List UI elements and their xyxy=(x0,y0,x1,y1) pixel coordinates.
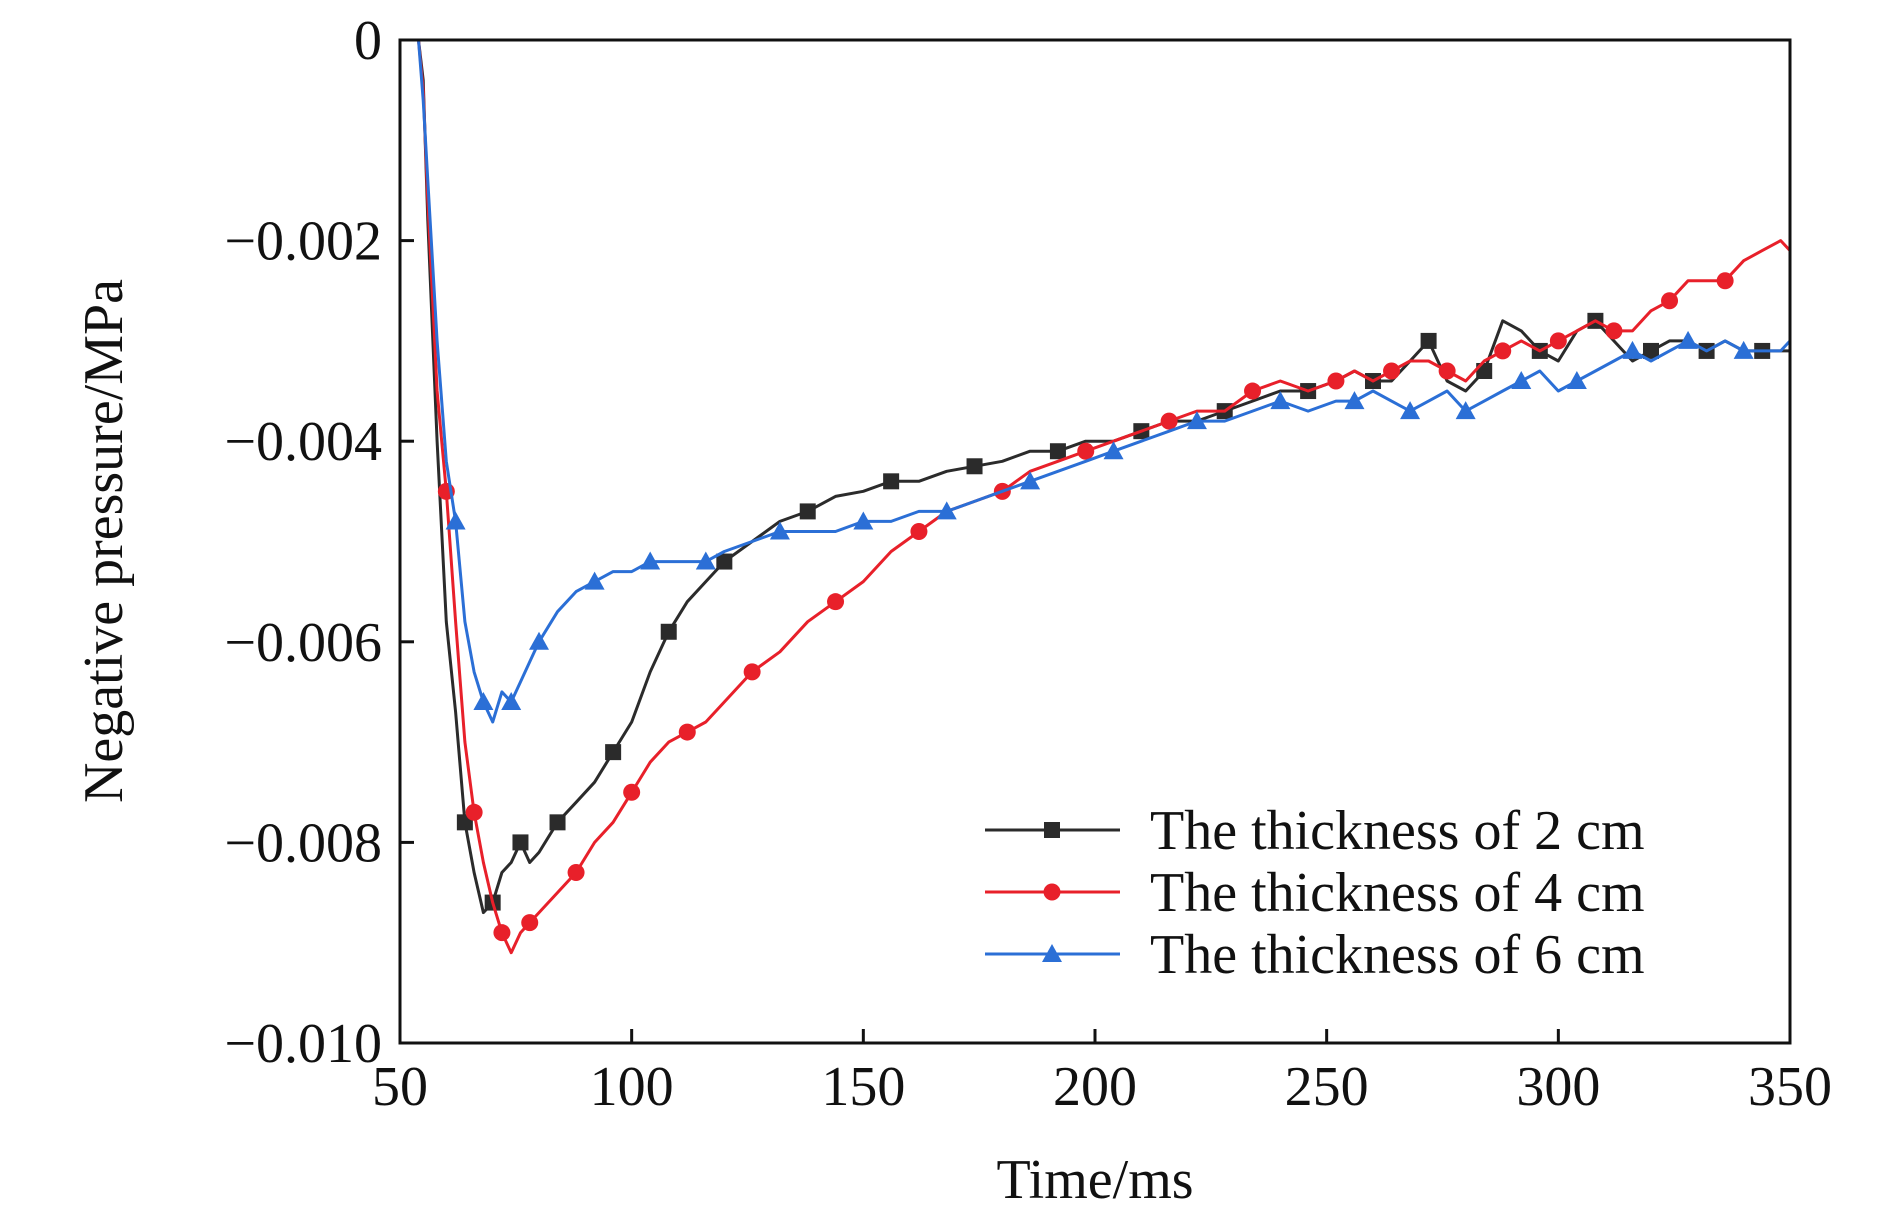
data-point xyxy=(1549,332,1567,350)
y-tick-label: −0.002 xyxy=(224,211,382,273)
data-point xyxy=(623,783,641,801)
data-point xyxy=(512,834,529,851)
data-point xyxy=(883,473,900,490)
data-point xyxy=(1566,371,1587,390)
legend-label: The thickness of 6 cm xyxy=(1150,924,1645,986)
x-tick-label: 50 xyxy=(372,1056,428,1118)
data-point xyxy=(1733,340,1754,359)
data-point xyxy=(605,744,622,761)
data-point xyxy=(473,691,494,710)
data-point xyxy=(1186,411,1207,430)
data-point xyxy=(1716,272,1734,290)
data-point xyxy=(695,551,716,570)
legend-label: The thickness of 2 cm xyxy=(1150,800,1645,862)
series-4cm xyxy=(417,39,1792,955)
data-point xyxy=(853,511,874,530)
data-point xyxy=(1103,441,1124,460)
data-point xyxy=(910,522,928,540)
data-point xyxy=(1160,412,1178,430)
data-point xyxy=(1605,322,1623,340)
y-axis-title: Negative pressure/MPa xyxy=(73,279,135,803)
data-point xyxy=(567,863,585,881)
data-point xyxy=(584,571,605,590)
data-point xyxy=(1244,382,1262,400)
legend-item-6cm: The thickness of 6 cm xyxy=(985,924,1645,986)
series-2cm xyxy=(417,39,1790,915)
y-tick-label: −0.008 xyxy=(224,812,382,874)
data-point xyxy=(966,458,983,475)
legend-swatch-marker xyxy=(1044,822,1060,838)
series-layer xyxy=(417,39,1792,955)
data-point xyxy=(493,924,511,942)
x-tick-label: 100 xyxy=(590,1056,674,1118)
data-point xyxy=(640,551,661,570)
series-6cm xyxy=(417,39,1792,724)
y-tick-label: −0.010 xyxy=(224,1013,382,1075)
data-point xyxy=(549,814,566,831)
y-tick-label: −0.004 xyxy=(224,411,382,473)
data-point xyxy=(1049,443,1066,460)
series-line-6cm xyxy=(417,39,1792,724)
series-line-4cm xyxy=(417,39,1792,955)
data-point xyxy=(716,553,733,570)
data-point xyxy=(1511,371,1532,390)
data-point xyxy=(1327,372,1345,390)
data-point xyxy=(1020,471,1041,490)
data-point xyxy=(1077,442,1095,460)
y-tick-label: 0 xyxy=(354,10,382,72)
x-tick-label: 300 xyxy=(1516,1056,1600,1118)
data-point xyxy=(1400,401,1421,420)
y-axis: 0 −0.002 −0.004 −0.006 −0.008 −0.010 xyxy=(224,10,414,1075)
x-tick-label: 200 xyxy=(1053,1056,1137,1118)
data-point xyxy=(936,501,957,520)
data-point xyxy=(1661,292,1679,310)
legend-swatch-marker xyxy=(1042,944,1062,962)
data-point xyxy=(1622,340,1643,359)
data-point xyxy=(769,521,790,540)
legend-item-4cm: The thickness of 4 cm xyxy=(985,862,1645,924)
data-point xyxy=(678,723,696,741)
data-point xyxy=(1383,362,1401,380)
data-point xyxy=(1678,330,1699,349)
legend-label: The thickness of 4 cm xyxy=(1150,862,1645,924)
data-point xyxy=(529,631,549,650)
data-point xyxy=(1643,342,1659,359)
data-point xyxy=(1270,391,1291,410)
data-point xyxy=(501,691,522,710)
data-point xyxy=(1420,332,1437,349)
x-axis: 50 100 150 200 250 300 350 xyxy=(372,1029,1832,1118)
data-point xyxy=(445,511,466,530)
data-point xyxy=(1438,362,1456,380)
data-point xyxy=(827,593,845,611)
data-point xyxy=(1494,342,1512,360)
legend-swatch-marker xyxy=(1043,883,1061,901)
x-tick-label: 350 xyxy=(1748,1056,1832,1118)
x-tick-label: 250 xyxy=(1285,1056,1369,1118)
data-point xyxy=(1455,401,1476,420)
data-point xyxy=(521,914,539,932)
legend-item-2cm: The thickness of 2 cm xyxy=(985,800,1645,862)
data-point xyxy=(660,623,677,640)
data-point xyxy=(1344,391,1365,410)
data-point xyxy=(465,803,483,821)
data-point xyxy=(743,663,761,681)
y-tick-label: −0.006 xyxy=(224,612,382,674)
series-line-2cm xyxy=(417,39,1790,915)
data-point xyxy=(799,503,816,520)
x-axis-title: Time/ms xyxy=(996,1149,1193,1211)
x-tick-label: 150 xyxy=(821,1056,905,1118)
